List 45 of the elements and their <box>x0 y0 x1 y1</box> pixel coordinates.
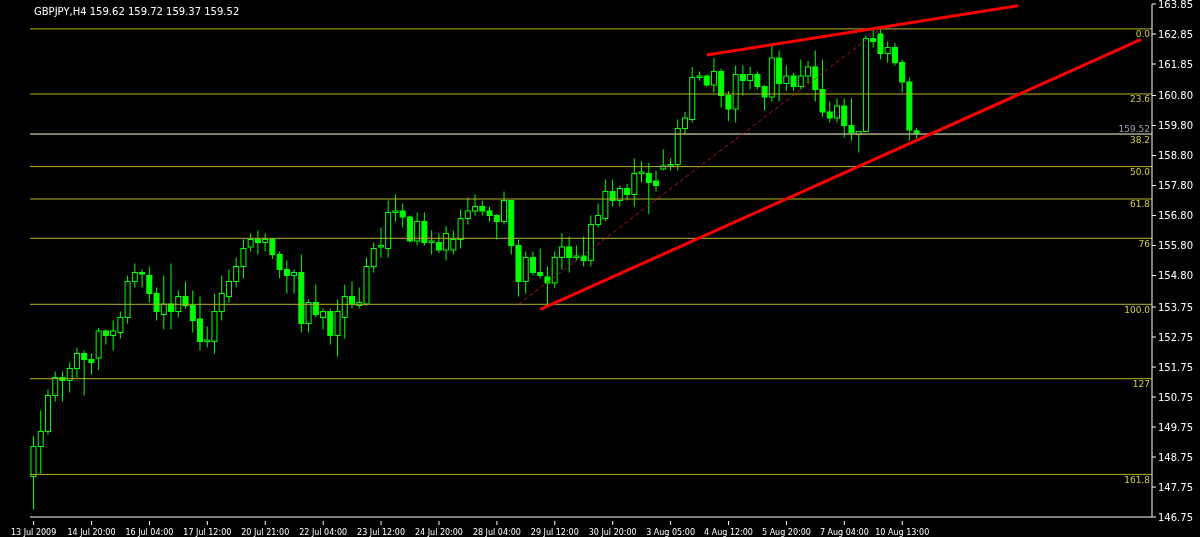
annotation: 161.8 <box>1124 474 1151 485</box>
annotation: 100.0 <box>1124 304 1151 315</box>
annotation: 61.8 <box>1129 199 1151 210</box>
y-tick-label: 159.80 <box>1158 120 1193 132</box>
annotation: 23.6 <box>1129 94 1151 105</box>
y-tick-label: 146.75 <box>1158 511 1193 523</box>
y-tick-label: 163.85 <box>1158 0 1193 10</box>
x-tick-label: 29 Jul 12:00 <box>530 528 579 537</box>
x-tick-label: 10 Aug 13:00 <box>875 528 930 537</box>
y-tick-label: 153.75 <box>1158 301 1193 313</box>
y-tick-label: 162.85 <box>1158 28 1193 40</box>
annotation: 50.0 <box>1129 166 1151 177</box>
x-tick-label: 7 Aug 04:00 <box>819 528 869 537</box>
x-tick-label: 14 Jul 20:00 <box>67 528 116 537</box>
y-tick-label: 152.75 <box>1158 331 1193 343</box>
x-tick-label: 30 Jul 20:00 <box>588 528 637 537</box>
x-tick-label: 17 Jul 12:00 <box>183 528 232 537</box>
x-tick-label: 13 Jul 2009 <box>10 528 57 537</box>
ref-line-label: 159.52 <box>1118 123 1150 134</box>
y-tick-label: 156.80 <box>1158 210 1193 222</box>
y-tick-label: 151.75 <box>1158 361 1193 373</box>
x-tick-label: 16 Jul 04:00 <box>125 528 174 537</box>
annotation: 0.0 <box>1135 29 1151 40</box>
y-tick-label: 148.75 <box>1158 451 1193 463</box>
y-tick-label: 158.80 <box>1158 150 1193 162</box>
annotation: 76 <box>1138 238 1151 249</box>
y-tick-label: 155.80 <box>1158 240 1193 252</box>
chart-title: GBPJPY,H4 159.62 159.72 159.37 159.52 <box>34 6 240 17</box>
annotation: 38.2 <box>1129 134 1150 145</box>
y-tick-label: 154.80 <box>1158 270 1193 282</box>
x-tick-label: 3 Aug 05:00 <box>646 528 696 537</box>
y-tick-label: 160.80 <box>1158 90 1193 102</box>
y-tick-label: 147.75 <box>1158 481 1193 493</box>
x-tick-label: 4 Aug 12:00 <box>704 528 753 537</box>
y-tick-label: 149.75 <box>1158 421 1193 433</box>
x-tick-label: 20 Jul 21:00 <box>241 528 290 537</box>
y-tick-label: 157.80 <box>1158 180 1193 192</box>
x-tick-label: 5 Aug 20:00 <box>762 528 811 537</box>
y-tick-label: 150.75 <box>1158 391 1193 403</box>
x-tick-label: 24 Jul 20:00 <box>414 528 463 537</box>
x-tick-label: 22 Jul 04:00 <box>299 528 348 537</box>
x-tick-label: 28 Jul 04:00 <box>472 528 521 537</box>
x-tick-label: 23 Jul 12:00 <box>357 528 406 537</box>
y-tick-label: 161.85 <box>1158 58 1193 70</box>
annotation: 127 <box>1132 379 1150 390</box>
